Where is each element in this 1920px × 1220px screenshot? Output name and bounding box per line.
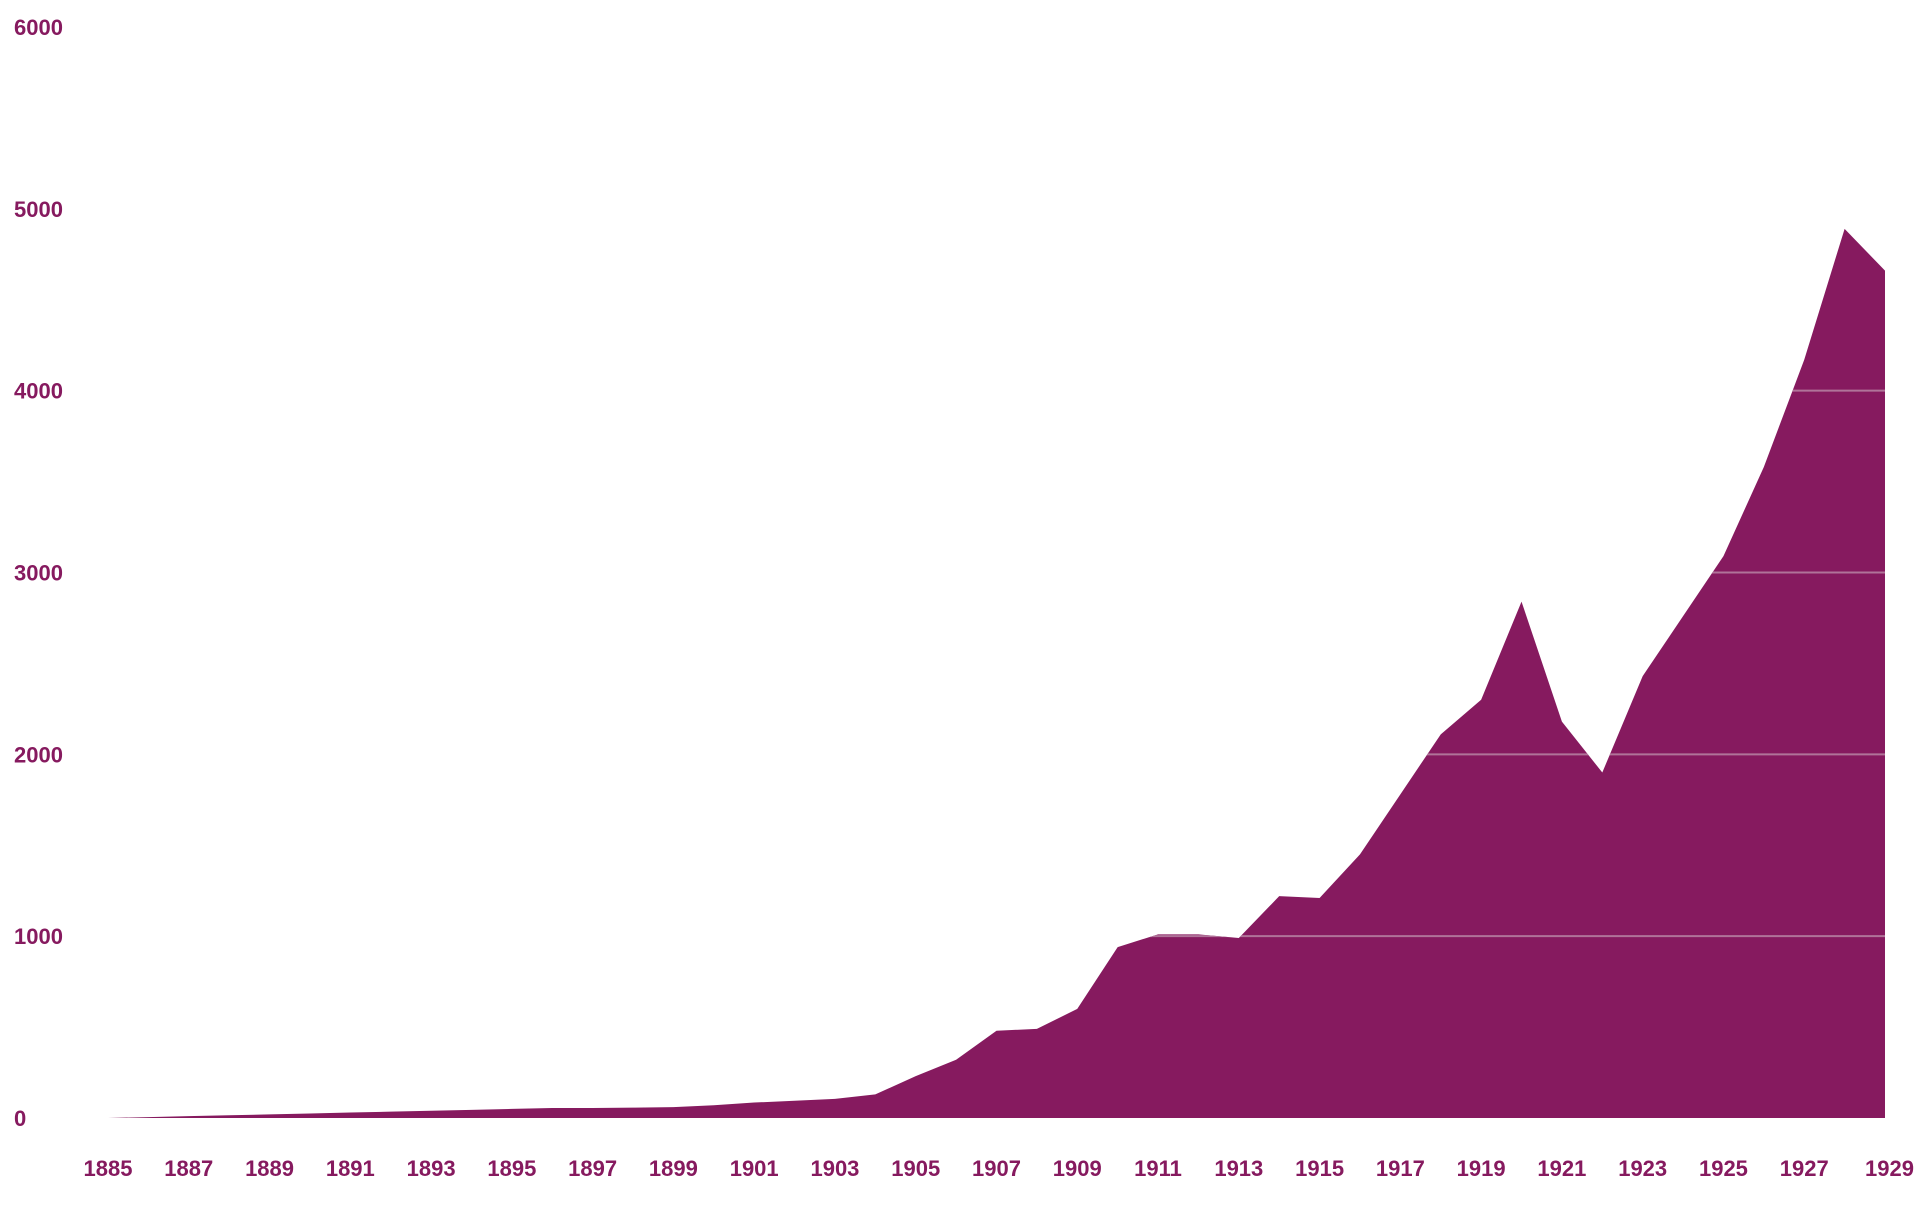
y-tick-label: 2000 xyxy=(14,742,63,767)
y-tick-label: 4000 xyxy=(14,379,63,404)
x-tick-label: 1895 xyxy=(487,1156,536,1181)
x-tick-label: 1899 xyxy=(649,1156,698,1181)
x-tick-label: 1891 xyxy=(326,1156,375,1181)
y-tick-label: 6000 xyxy=(14,15,63,40)
x-tick-label: 1907 xyxy=(972,1156,1021,1181)
y-tick-label: 3000 xyxy=(14,561,63,586)
x-tick-label: 1897 xyxy=(568,1156,617,1181)
y-tick-label: 5000 xyxy=(14,197,63,222)
y-tick-label: 0 xyxy=(14,1106,26,1131)
x-tick-label: 1887 xyxy=(164,1156,213,1181)
x-tick-label: 1915 xyxy=(1295,1156,1344,1181)
x-tick-label: 1923 xyxy=(1618,1156,1667,1181)
y-tick-label: 1000 xyxy=(14,924,63,949)
x-tick-label: 1913 xyxy=(1214,1156,1263,1181)
x-tick-label: 1893 xyxy=(407,1156,456,1181)
x-tick-label: 1909 xyxy=(1053,1156,1102,1181)
x-tick-label: 1911 xyxy=(1134,1156,1182,1181)
x-tick-label: 1903 xyxy=(810,1156,859,1181)
x-tick-label: 1927 xyxy=(1780,1156,1829,1181)
x-tick-label: 1919 xyxy=(1457,1156,1506,1181)
x-tick-label: 1921 xyxy=(1537,1156,1586,1181)
y-axis-ticks: 0 1000 2000 3000 4000 5000 6000 xyxy=(14,15,63,1131)
area-layer xyxy=(108,228,1885,1119)
x-tick-label: 1901 xyxy=(730,1156,779,1181)
x-tick-label: 1917 xyxy=(1376,1156,1425,1181)
x-tick-label: 1929 xyxy=(1865,1156,1914,1181)
x-tick-label: 1925 xyxy=(1699,1156,1748,1181)
x-tick-label: 1885 xyxy=(84,1156,133,1181)
x-axis-ticks: 1885 1887 1889 1891 1893 1895 1897 1899 1901 1903… xyxy=(84,1156,1914,1181)
x-tick-label: 1889 xyxy=(245,1156,294,1181)
series-area xyxy=(108,228,1885,1119)
x-tick-label: 1905 xyxy=(891,1156,940,1181)
